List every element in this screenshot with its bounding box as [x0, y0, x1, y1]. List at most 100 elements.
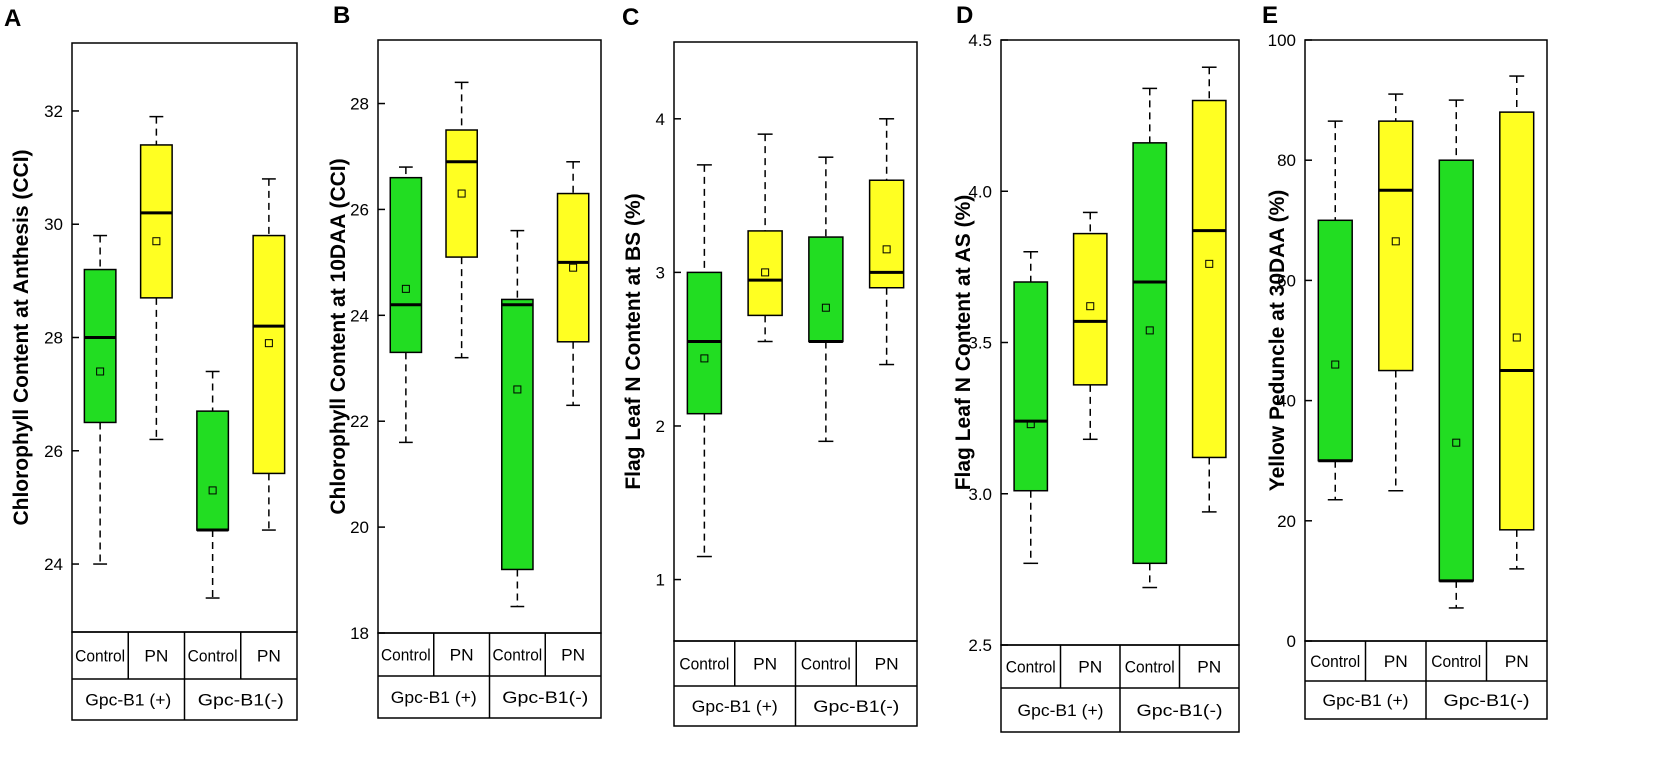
box-iqr [139, 144, 173, 299]
y-tick-label: 20 [350, 518, 369, 537]
treatment-label: Control [679, 655, 729, 674]
box-iqr [1499, 111, 1535, 531]
panel-letter: A [4, 5, 21, 32]
box-iqr [389, 176, 423, 354]
box-pn-gpc-minus [868, 118, 905, 366]
box-iqr [1132, 142, 1168, 565]
y-tick-label: 60 [1277, 271, 1296, 290]
box-pn-gpc-plus [139, 115, 173, 441]
box-iqr [1378, 120, 1414, 372]
genotype-label: Gpc-B1(-) [502, 688, 588, 707]
y-tick-label: 24 [44, 555, 63, 574]
y-tick-label: 4.0 [968, 182, 992, 201]
treatment-label: PN [753, 655, 777, 674]
treatment-label: PN [257, 647, 281, 666]
y-tick-label: 100 [1268, 31, 1296, 50]
box-iqr [1438, 159, 1474, 582]
genotype-label: Gpc-B1 (+) [85, 691, 171, 710]
treatment-label: PN [875, 655, 899, 674]
y-axis-title: Chlorophyll Content at 10DAA (CCI) [327, 158, 350, 514]
treatment-label: Control [801, 655, 851, 674]
y-tick-label: 32 [44, 102, 63, 121]
mean-marker [1331, 360, 1340, 369]
genotype-label: Gpc-B1 (+) [692, 697, 778, 716]
panel-e: E Yellow Peduncle at 30DAA (%) 0 20 40 60 80 10… [1262, 2, 1548, 720]
box-control-gpc-minus [1132, 87, 1168, 589]
box-control-gpc-minus [1438, 99, 1474, 609]
panel-b: B Chlorophyll Content at 10DAA (CCI) 18 20 2… [327, 2, 602, 719]
box-iqr [556, 192, 590, 343]
panel-a: A Chlorophyll Content at Anthesis (CCI) 24… [4, 5, 298, 721]
box-iqr [252, 234, 286, 475]
y-tick-label: 3.5 [968, 334, 992, 353]
y-axis-title: Chlorophyll Content at Anthesis (CCI) [10, 149, 33, 525]
y-tick-label: 80 [1277, 151, 1296, 170]
y-tick-label: 3.0 [968, 485, 992, 504]
y-tick-label: 4 [656, 110, 665, 129]
y-tick-label: 4.5 [968, 31, 992, 50]
y-tick-label: 20 [1277, 512, 1296, 531]
mean-marker [700, 354, 709, 363]
panel-c: C Flag Leaf N Content at BS (%) 1 2 3 4 Contro… [622, 4, 918, 727]
y-tick-label: 18 [350, 624, 369, 643]
treatment-label: Control [1310, 652, 1360, 671]
treatment-label: Control [493, 646, 543, 665]
y-tick-label: 0 [1287, 632, 1296, 651]
y-tick-label: 24 [350, 306, 369, 325]
box-pn-gpc-minus [556, 161, 590, 407]
box-iqr [1013, 281, 1049, 492]
box-pn-gpc-plus [445, 81, 478, 359]
y-axis-title: Flag Leaf N Content at AS (%) [952, 195, 975, 491]
panel-letter: E [1262, 2, 1278, 29]
box-iqr [445, 129, 478, 258]
y-tick-label: 26 [350, 200, 369, 219]
panel-letter: B [333, 2, 350, 29]
y-tick-label: 22 [350, 412, 369, 431]
mean-marker [1086, 302, 1095, 311]
box-control-gpc-plus [1013, 251, 1049, 565]
mean-marker [401, 284, 410, 293]
treatment-label: Control [75, 647, 125, 666]
treatment-label: PN [1078, 658, 1102, 677]
y-tick-label: 1 [656, 571, 665, 590]
y-tick-label: 30 [44, 215, 63, 234]
box-iqr [747, 230, 783, 317]
box-pn-gpc-minus [1191, 66, 1227, 513]
genotype-label: Gpc-B1(-) [198, 691, 284, 710]
box-control-gpc-plus [686, 164, 723, 558]
mean-marker [1391, 237, 1400, 246]
treatment-label: PN [1197, 658, 1221, 677]
panel-letter: C [622, 4, 639, 31]
y-tick-label: 26 [44, 442, 63, 461]
y-tick-label: 2.5 [968, 636, 992, 655]
mean-marker [152, 237, 161, 246]
genotype-label: Gpc-B1 (+) [1018, 701, 1104, 720]
genotype-label: Gpc-B1(-) [1137, 701, 1223, 720]
box-iqr [808, 236, 844, 343]
treatment-label: PN [144, 647, 168, 666]
treatment-label: Control [188, 647, 238, 666]
mean-marker [761, 268, 770, 277]
mean-marker [96, 367, 105, 376]
panel-letter: D [956, 2, 973, 29]
mean-marker [821, 303, 830, 312]
box-iqr [501, 298, 534, 571]
treatment-label: PN [1505, 652, 1529, 671]
box-pn-gpc-minus [252, 178, 286, 531]
mean-marker [569, 263, 578, 272]
mean-marker [457, 189, 466, 198]
y-axis-title: Yellow Peduncle at 30DAA (%) [1266, 190, 1289, 491]
genotype-label: Gpc-B1(-) [1444, 691, 1530, 710]
box-pn-gpc-plus [747, 133, 783, 343]
treatment-label: Control [381, 646, 431, 665]
mean-marker [1145, 326, 1154, 335]
y-tick-label: 28 [350, 95, 369, 114]
mean-marker [1026, 420, 1035, 429]
genotype-label: Gpc-B1 (+) [391, 688, 477, 707]
mean-marker [882, 245, 891, 254]
box-iqr [83, 268, 117, 424]
mean-marker [264, 339, 273, 348]
treatment-label: PN [561, 646, 585, 665]
box-control-gpc-minus [501, 229, 534, 608]
y-tick-label: 2 [656, 417, 665, 436]
